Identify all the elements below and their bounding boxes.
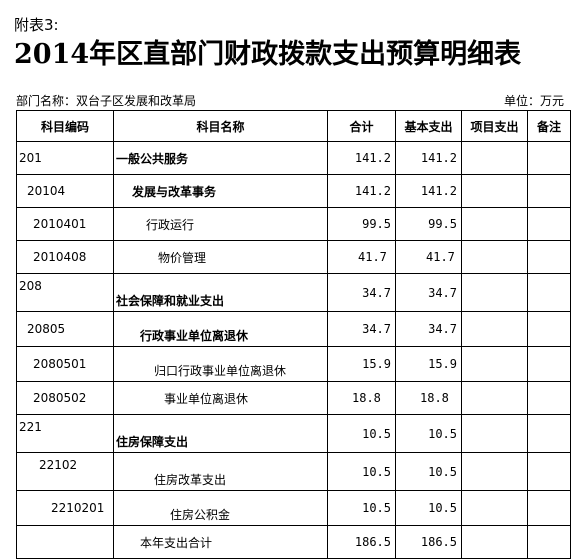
cell-basic: 18.8 <box>395 381 462 415</box>
appendix-label: 附表3: <box>14 16 59 34</box>
cell-total: 18.8 <box>327 381 396 415</box>
cell-total: 10.5 <box>327 490 396 526</box>
cell-code <box>16 525 114 559</box>
cell-basic: 141.2 <box>395 141 462 175</box>
cell-basic: 34.7 <box>395 273 462 312</box>
cell-code: 22102 <box>16 452 114 491</box>
cell-basic: 41.7 <box>395 240 462 274</box>
cell-total: 34.7 <box>327 273 396 312</box>
cell-project <box>461 240 528 274</box>
cell-project <box>461 174 528 208</box>
table-row: 201 一般公共服务 141.2 141.2 <box>16 141 571 175</box>
cell-name: 物价管理 <box>113 240 328 274</box>
cell-project <box>461 273 528 312</box>
table-row: 20104 发展与改革事务 141.2 141.2 <box>16 174 571 208</box>
cell-note <box>527 240 571 274</box>
cell-name: 行政事业单位离退休 <box>113 311 328 347</box>
table-row: 221 住房保障支出 10.5 10.5 <box>16 414 571 453</box>
cell-note <box>527 414 571 453</box>
cell-project <box>461 525 528 559</box>
cell-project <box>461 207 528 241</box>
cell-code: 208 <box>16 273 114 312</box>
table-row: 2080501 归口行政事业单位离退休 15.9 15.9 <box>16 346 571 382</box>
cell-note <box>527 381 571 415</box>
table-row: 208 社会保障和就业支出 34.7 34.7 <box>16 273 571 312</box>
cell-name: 一般公共服务 <box>113 141 328 175</box>
cell-total: 99.5 <box>327 207 396 241</box>
col-header-basic: 基本支出 <box>395 110 462 142</box>
cell-basic: 15.9 <box>395 346 462 382</box>
table-row: 20805 行政事业单位离退休 34.7 34.7 <box>16 311 571 347</box>
cell-name: 住房保障支出 <box>113 414 328 453</box>
cell-note <box>527 311 571 347</box>
cell-code: 2080502 <box>16 381 114 415</box>
table-row: 2010408 物价管理 41.7 41.7 <box>16 240 571 274</box>
cell-project <box>461 311 528 347</box>
cell-basic: 34.7 <box>395 311 462 347</box>
cell-project <box>461 452 528 491</box>
page-title: 2014年区直部门财政拨款支出预算明细表 <box>14 39 522 70</box>
cell-project <box>461 141 528 175</box>
cell-note <box>527 207 571 241</box>
cell-basic: 10.5 <box>395 452 462 491</box>
cell-project <box>461 346 528 382</box>
cell-name: 社会保障和就业支出 <box>113 273 328 312</box>
cell-note <box>527 346 571 382</box>
cell-note <box>527 273 571 312</box>
cell-total: 10.5 <box>327 414 396 453</box>
cell-project <box>461 490 528 526</box>
cell-note <box>527 174 571 208</box>
cell-name: 行政运行 <box>113 207 328 241</box>
cell-name: 归口行政事业单位离退休 <box>113 346 328 382</box>
cell-note <box>527 525 571 559</box>
cell-code: 221 <box>16 414 114 453</box>
cell-total: 186.5 <box>327 525 396 559</box>
cell-name: 发展与改革事务 <box>113 174 328 208</box>
budget-table: 科目编码 科目名称 合计 基本支出 项目支出 备注 201 一般公共服务 141… <box>16 110 571 559</box>
cell-basic: 10.5 <box>395 490 462 526</box>
cell-basic: 10.5 <box>395 414 462 453</box>
cell-name: 事业单位离退休 <box>113 381 328 415</box>
col-header-note: 备注 <box>527 110 571 142</box>
cell-code: 2210201 <box>16 490 114 526</box>
cell-code: 2010401 <box>16 207 114 241</box>
cell-total: 10.5 <box>327 452 396 491</box>
cell-note <box>527 490 571 526</box>
col-header-total: 合计 <box>327 110 396 142</box>
cell-code: 2010408 <box>16 240 114 274</box>
cell-basic: 141.2 <box>395 174 462 208</box>
cell-total: 141.2 <box>327 174 396 208</box>
cell-code: 20104 <box>16 174 114 208</box>
col-header-code: 科目编码 <box>16 110 114 142</box>
table-row: 2080502 事业单位离退休 18.8 18.8 <box>16 381 571 415</box>
cell-total: 41.7 <box>327 240 396 274</box>
col-header-name: 科目名称 <box>113 110 328 142</box>
cell-code: 201 <box>16 141 114 175</box>
cell-total: 141.2 <box>327 141 396 175</box>
table-row: 2210201 住房公积金 10.5 10.5 <box>16 490 571 526</box>
department-name: 部门名称：双台子区发展和改革局 <box>16 94 197 108</box>
col-header-project: 项目支出 <box>461 110 528 142</box>
cell-code: 2080501 <box>16 346 114 382</box>
cell-total: 34.7 <box>327 311 396 347</box>
cell-basic: 99.5 <box>395 207 462 241</box>
cell-note <box>527 452 571 491</box>
table-row-total: 本年支出合计 186.5 186.5 <box>16 525 571 559</box>
cell-name: 住房改革支出 <box>113 452 328 491</box>
table-row: 22102 住房改革支出 10.5 10.5 <box>16 452 571 491</box>
cell-note <box>527 141 571 175</box>
cell-name: 本年支出合计 <box>113 525 328 559</box>
cell-code: 20805 <box>16 311 114 347</box>
cell-project <box>461 381 528 415</box>
cell-project <box>461 414 528 453</box>
unit-label: 单位：万元 <box>503 94 564 108</box>
cell-name: 住房公积金 <box>113 490 328 526</box>
cell-basic: 186.5 <box>395 525 462 559</box>
cell-total: 15.9 <box>327 346 396 382</box>
table-row: 2010401 行政运行 99.5 99.5 <box>16 207 571 241</box>
table-header-row: 科目编码 科目名称 合计 基本支出 项目支出 备注 <box>16 110 571 142</box>
